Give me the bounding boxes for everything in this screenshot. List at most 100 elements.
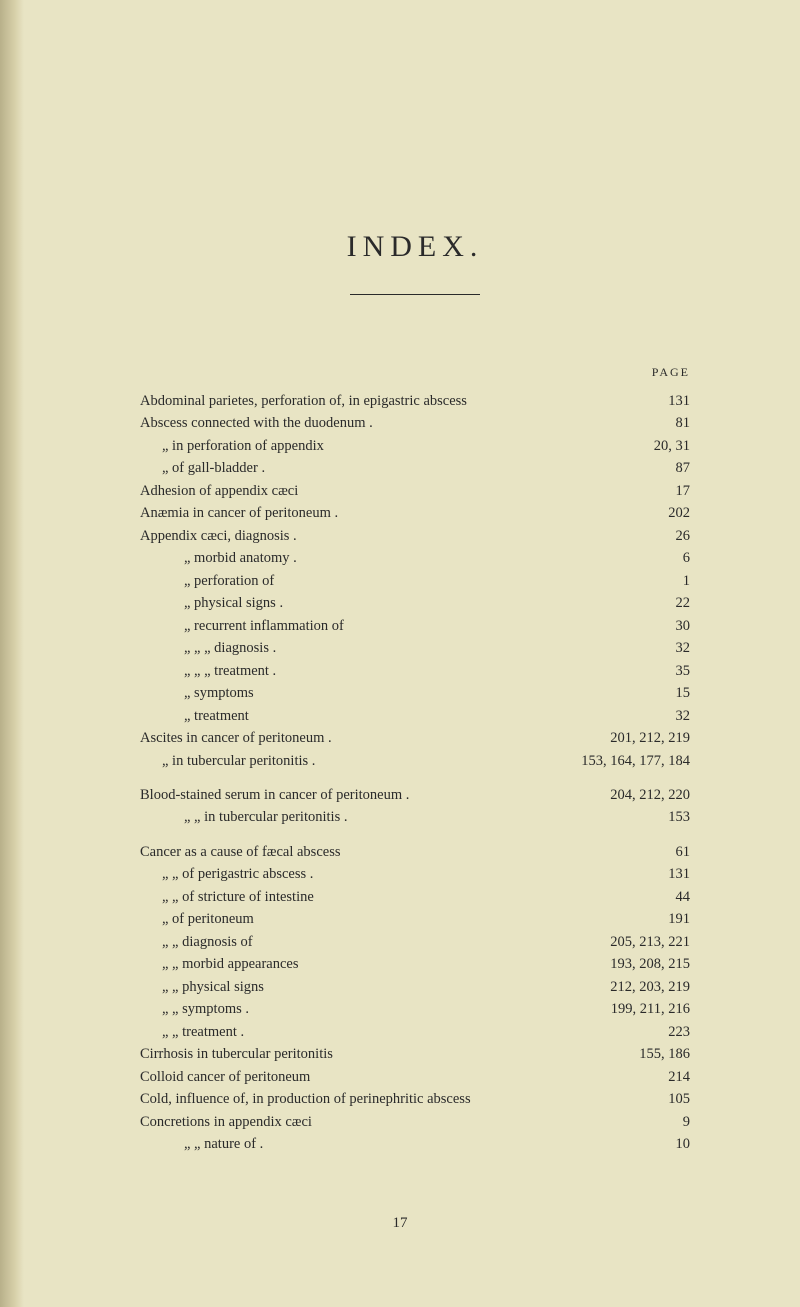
entry-label: „ physical signs . bbox=[184, 592, 283, 614]
index-entries: Abdominal parietes, perforation of, in e… bbox=[140, 390, 690, 1155]
entry-page: 191 bbox=[668, 908, 690, 930]
page-title: INDEX. bbox=[140, 230, 690, 264]
index-entry: „ in tubercular peritonitis .153, 164, 1… bbox=[140, 750, 690, 772]
entry-label: „ „ nature of . bbox=[184, 1133, 263, 1155]
entry-label: „ „ „ diagnosis . bbox=[184, 637, 276, 659]
index-entry: „ „ nature of .10 bbox=[140, 1133, 690, 1155]
index-entry: „ in perforation of appendix 20, 31 bbox=[140, 435, 690, 457]
index-entry: Ascites in cancer of peritoneum . 201, 21… bbox=[140, 727, 690, 749]
index-entry: Anæmia in cancer of peritoneum . 202 bbox=[140, 502, 690, 524]
index-entry: Abdominal parietes, perforation of, in e… bbox=[140, 390, 690, 412]
index-entry: „ „ „ diagnosis . 32 bbox=[140, 637, 690, 659]
entry-page: 32 bbox=[676, 705, 691, 727]
index-entry: „ „ of stricture of intestine 44 bbox=[140, 886, 690, 908]
entry-label: Adhesion of appendix cæci bbox=[140, 480, 298, 502]
entry-page: 204, 212, 220 bbox=[610, 784, 690, 806]
entry-label: „ symptoms bbox=[184, 682, 254, 704]
entry-label: „ „ in tubercular peritonitis . bbox=[184, 806, 347, 828]
entry-label: „ „ treatment . bbox=[162, 1021, 244, 1043]
entry-page: 61 bbox=[676, 841, 691, 863]
entry-label: „ „ symptoms . bbox=[162, 998, 249, 1020]
entry-page: 26 bbox=[676, 525, 691, 547]
index-entry: „ „ in tubercular peritonitis . 153 bbox=[140, 806, 690, 828]
entry-page: 87 bbox=[676, 457, 691, 479]
index-entry: „ perforation of 1 bbox=[140, 570, 690, 592]
entry-label: Concretions in appendix cæci bbox=[140, 1111, 312, 1133]
title-rule bbox=[350, 294, 480, 295]
entry-page: 30 bbox=[676, 615, 691, 637]
index-entry: „ „ symptoms . 199, 211, 216 bbox=[140, 998, 690, 1020]
entry-page: 44 bbox=[676, 886, 691, 908]
entry-label: Cancer as a cause of fæcal abscess bbox=[140, 841, 341, 863]
entry-page: 15 bbox=[676, 682, 691, 704]
entry-label: Colloid cancer of peritoneum bbox=[140, 1066, 310, 1088]
index-entry: „ recurrent inflammation of 30 bbox=[140, 615, 690, 637]
index-entry: Blood-stained serum in cancer of periton… bbox=[140, 784, 690, 806]
entry-page: 105 bbox=[668, 1088, 690, 1110]
entry-label: „ treatment bbox=[184, 705, 249, 727]
entry-page: 9 bbox=[683, 1111, 690, 1133]
entry-label: „ of peritoneum bbox=[162, 908, 254, 930]
entry-page: 223 bbox=[668, 1021, 690, 1043]
entry-page: 202 bbox=[668, 502, 690, 524]
entry-label: Blood-stained serum in cancer of periton… bbox=[140, 784, 409, 806]
entry-page: 6 bbox=[683, 547, 690, 569]
entry-label: „ „ „ treatment . bbox=[184, 660, 276, 682]
entry-page: 1 bbox=[683, 570, 690, 592]
index-entry: „ „ physical signs 212, 203, 219 bbox=[140, 976, 690, 998]
entry-page: 155, 186 bbox=[639, 1043, 690, 1065]
page-number-footer: 17 bbox=[0, 1215, 800, 1232]
entry-page: 131 bbox=[668, 863, 690, 885]
index-entry: „ of peritoneum 191 bbox=[140, 908, 690, 930]
entry-label: Abscess connected with the duodenum . bbox=[140, 412, 373, 434]
index-entry: Cold, influence of, in production of per… bbox=[140, 1088, 690, 1110]
entry-label: „ morbid anatomy . bbox=[184, 547, 297, 569]
index-entry: „ symptoms 15 bbox=[140, 682, 690, 704]
entry-page: 199, 211, 216 bbox=[611, 998, 690, 1020]
index-entry: „ of gall-bladder . 87 bbox=[140, 457, 690, 479]
index-entry: „ „ morbid appearances 193, 208, 215 bbox=[140, 953, 690, 975]
index-entry: Adhesion of appendix cæci 17 bbox=[140, 480, 690, 502]
entry-label: „ of gall-bladder . bbox=[162, 457, 265, 479]
entry-page: 20, 31 bbox=[654, 435, 690, 457]
entry-label: „ „ diagnosis of bbox=[162, 931, 253, 953]
index-entry: Colloid cancer of peritoneum 214 bbox=[140, 1066, 690, 1088]
entry-label: Ascites in cancer of peritoneum . bbox=[140, 727, 332, 749]
entry-page: 22 bbox=[676, 592, 691, 614]
entry-label: „ recurrent inflammation of bbox=[184, 615, 344, 637]
entry-label: „ in tubercular peritonitis . bbox=[162, 750, 315, 772]
index-page: INDEX. PAGE Abdominal parietes, perforat… bbox=[0, 0, 800, 1215]
entry-label: Abdominal parietes, perforation of, in e… bbox=[140, 390, 467, 412]
entry-label: Appendix cæci, diagnosis . bbox=[140, 525, 297, 547]
page-binding-shadow bbox=[0, 0, 24, 1307]
entry-label: Cold, influence of, in production of per… bbox=[140, 1088, 471, 1110]
entry-page: 193, 208, 215 bbox=[610, 953, 690, 975]
index-entry: „ „ of perigastric abscess . 131 bbox=[140, 863, 690, 885]
entry-page: 32 bbox=[676, 637, 691, 659]
entry-page: 131 bbox=[668, 390, 690, 412]
index-entry: „ „ „ treatment .35 bbox=[140, 660, 690, 682]
index-entry: „ physical signs . 22 bbox=[140, 592, 690, 614]
entry-label: „ perforation of bbox=[184, 570, 274, 592]
index-entry: Concretions in appendix cæci 9 bbox=[140, 1111, 690, 1133]
entry-page: 214 bbox=[668, 1066, 690, 1088]
entry-label: Anæmia in cancer of peritoneum . bbox=[140, 502, 338, 524]
entry-label: „ „ of perigastric abscess . bbox=[162, 863, 313, 885]
entry-page: 212, 203, 219 bbox=[610, 976, 690, 998]
entry-page: 81 bbox=[676, 412, 691, 434]
entry-page: 17 bbox=[676, 480, 691, 502]
index-entry: „ „ treatment . 223 bbox=[140, 1021, 690, 1043]
entry-label: „ „ morbid appearances bbox=[162, 953, 298, 975]
entry-label: Cirrhosis in tubercular peritonitis bbox=[140, 1043, 333, 1065]
entry-label: „ „ of stricture of intestine bbox=[162, 886, 314, 908]
index-entry: Abscess connected with the duodenum . 81 bbox=[140, 412, 690, 434]
index-entry: Cancer as a cause of fæcal abscess 61 bbox=[140, 841, 690, 863]
page-column-header: PAGE bbox=[140, 365, 690, 380]
entry-label: „ „ physical signs bbox=[162, 976, 264, 998]
entry-page: 201, 212, 219 bbox=[610, 727, 690, 749]
entry-label: „ in perforation of appendix bbox=[162, 435, 324, 457]
index-entry: Appendix cæci, diagnosis . 26 bbox=[140, 525, 690, 547]
entry-page: 205, 213, 221 bbox=[610, 931, 690, 953]
entry-page: 153 bbox=[668, 806, 690, 828]
index-entry: „ „ diagnosis of 205, 213, 221 bbox=[140, 931, 690, 953]
